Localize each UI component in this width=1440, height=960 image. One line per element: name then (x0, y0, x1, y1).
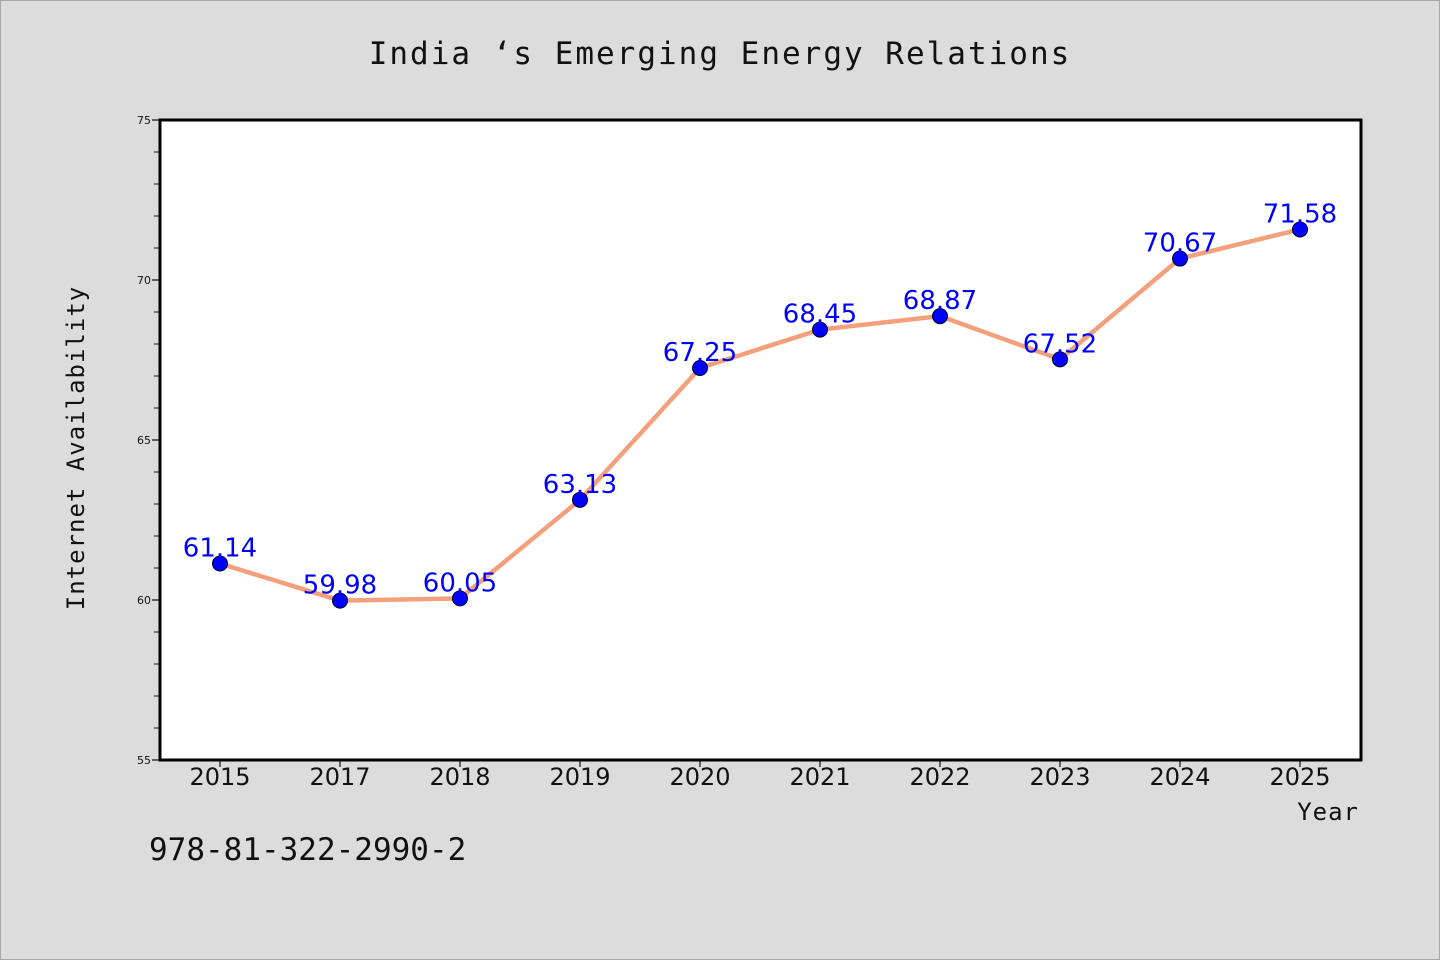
data-point (1052, 351, 1068, 368)
y-tick-label: 60 (137, 594, 151, 607)
x-tick-label: 2020 (669, 763, 730, 791)
data-label: 59.98 (303, 571, 377, 601)
data-label: 70.67 (1143, 229, 1217, 259)
x-tick-label: 2022 (909, 763, 970, 791)
plot-border (158, 118, 1363, 762)
plot-area (160, 120, 1361, 760)
y-axis-title: Internet Availability (62, 286, 90, 610)
data-point (332, 592, 348, 609)
data-point (812, 321, 828, 338)
x-tick-label: 2018 (429, 763, 490, 791)
y-tick-label: 75 (137, 114, 151, 127)
data-point (452, 590, 468, 607)
x-axis-title: Year (1297, 798, 1359, 826)
data-point (692, 360, 708, 376)
x-tick-label: 2019 (549, 763, 610, 791)
data-label: 63.13 (543, 470, 617, 500)
y-tick-label: 55 (137, 754, 151, 767)
x-tick-label: 2021 (789, 763, 850, 791)
x-tick-label: 2023 (1029, 763, 1090, 791)
data-point (1172, 250, 1188, 267)
data-label: 68.87 (903, 286, 977, 316)
x-tick-label: 2015 (189, 763, 250, 791)
y-tick-label: 70 (137, 274, 151, 287)
y-tick-label: 65 (137, 434, 151, 447)
isbn-label: 978-81-322-2990-2 (149, 832, 467, 868)
data-label: 71.58 (1263, 199, 1337, 229)
x-tick-label: 2025 (1269, 763, 1330, 791)
x-tick-label: 2017 (309, 763, 370, 791)
data-point (572, 491, 588, 508)
data-point (212, 555, 228, 572)
data-point (1292, 221, 1308, 238)
series-line (217, 227, 1303, 603)
data-point (932, 308, 948, 325)
data-label: 67.52 (1023, 329, 1097, 359)
data-label: 61.14 (183, 534, 257, 564)
data-label: 67.25 (663, 338, 737, 368)
data-label: 68.45 (783, 300, 857, 330)
chart-title: India ‘s Emerging Energy Relations (368, 36, 1072, 72)
x-tick-label: 2024 (1149, 763, 1210, 791)
data-label: 60.05 (423, 568, 497, 598)
